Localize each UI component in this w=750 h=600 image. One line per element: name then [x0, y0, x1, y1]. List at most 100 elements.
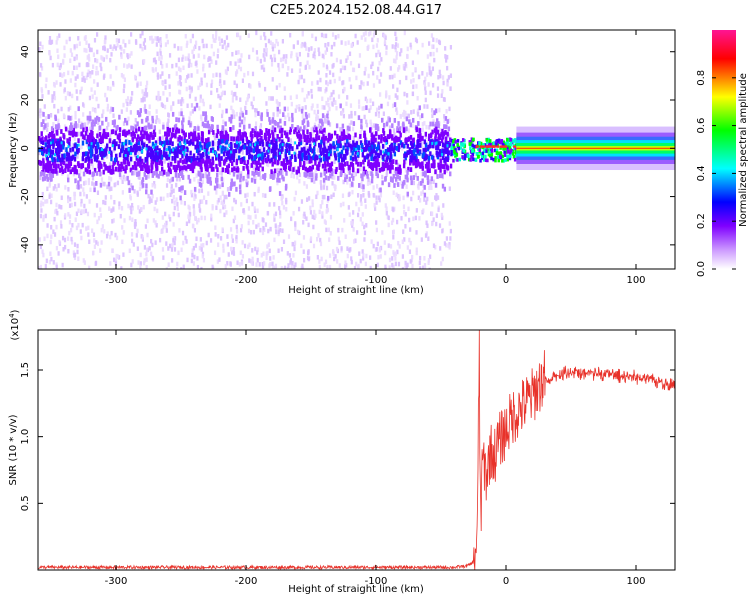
spectrogram-cell — [51, 173, 55, 178]
spectrogram-cell — [331, 102, 334, 107]
spectrogram-cell — [437, 74, 440, 80]
spectrogram-cell — [194, 44, 197, 49]
spectrogram-cell — [327, 145, 331, 151]
spectrogram-cell — [356, 230, 359, 235]
spectrogram-cell — [412, 180, 416, 186]
spectrogram-cell — [335, 140, 339, 146]
spectrogram-cell — [48, 51, 51, 56]
spectrogram-cell — [359, 130, 362, 136]
spectrogram-cell — [253, 208, 257, 214]
spectrogram-cell — [86, 55, 89, 60]
spectrogram-cell — [157, 117, 160, 123]
spectrogram-cell — [391, 164, 394, 170]
spectrogram-cell — [350, 256, 353, 261]
spectrogram-cell — [255, 262, 258, 267]
spectrogram-cell — [290, 216, 293, 222]
spectrogram-cell — [149, 147, 152, 153]
spectrogram-cell — [273, 213, 276, 219]
spectrogram-cell — [435, 141, 438, 145]
spectrogram-cell — [86, 62, 89, 67]
spectrogram-cell — [179, 168, 182, 173]
spectrogram-cell — [83, 260, 86, 265]
spectrogram-cell — [400, 216, 403, 221]
spectrogram-cell — [42, 119, 45, 125]
spectrogram-cell — [162, 196, 165, 202]
spectrogram-cell — [449, 86, 452, 91]
spectrogram-cell — [369, 127, 372, 132]
spectrogram-cell — [229, 227, 233, 232]
spectrogram-cell — [448, 221, 451, 226]
spectrogram-cell — [346, 125, 350, 131]
spectrogram-cell — [337, 175, 340, 181]
spectrogram-cell — [241, 156, 244, 162]
spectrogram-cell — [157, 148, 160, 154]
spectrogram-cell — [184, 56, 187, 61]
spectrogram-cell — [137, 158, 140, 164]
spectrogram-cell — [350, 173, 354, 179]
spectrogram-cell — [57, 125, 60, 130]
spectrogram-cell — [218, 184, 222, 189]
spectrogram-cell — [354, 154, 357, 160]
spectrogram-cell — [384, 159, 387, 165]
spectrogram-cell — [257, 156, 261, 162]
spectrogram-cell — [278, 170, 281, 176]
spectrogram-cell — [152, 129, 156, 135]
spectrogram-cell — [332, 72, 335, 78]
spectrogram-cell — [344, 177, 347, 183]
spectrogram-cell — [394, 170, 398, 176]
spectrogram-cell — [367, 44, 370, 50]
spectrogram-cell — [231, 167, 234, 173]
spectrogram-cell — [56, 152, 59, 157]
spectrogram-cell — [394, 59, 397, 64]
spectrogram-cell — [188, 85, 191, 91]
spectrogram-cell — [223, 204, 227, 210]
spectrogram-cell — [74, 115, 77, 120]
spectrogram-cell — [218, 41, 222, 46]
spectrogram-cell — [330, 194, 333, 200]
spectrogram-cell — [193, 177, 196, 182]
spectrogram-cell — [304, 64, 308, 70]
spectrogram-cell — [113, 145, 116, 151]
spectrogram-cell — [179, 158, 182, 163]
spectrogram-cell — [64, 213, 67, 218]
spectrogram-cell — [377, 157, 380, 162]
spectrogram-cell — [241, 144, 245, 150]
spectrogram-cell — [271, 77, 274, 82]
spectrogram-cell — [444, 139, 448, 145]
spectrogram-cell — [449, 171, 452, 177]
spectrogram-cell — [412, 175, 416, 180]
spectrogram-cell — [160, 102, 163, 107]
spectrogram-cell — [294, 108, 297, 113]
spectrogram-cell — [410, 257, 413, 263]
spectrogram-cell — [471, 143, 474, 148]
spectrogram-cell — [45, 163, 48, 168]
spectrogram-cell — [422, 148, 425, 153]
spectrogram-cell — [152, 145, 155, 149]
spectrogram-cell — [328, 132, 331, 138]
spectrogram-cell — [360, 143, 364, 148]
spectrogram-cell — [91, 107, 94, 112]
spectrogram-cell — [438, 40, 442, 46]
spectrogram-cell — [290, 68, 294, 73]
spectrogram-cell — [108, 165, 111, 171]
spectrogram-cell — [391, 146, 394, 152]
spectrogram-cell — [378, 197, 381, 203]
spectrogram-cell — [353, 239, 356, 244]
spectrogram-cell — [319, 151, 323, 157]
spectrogram-cell — [278, 101, 281, 107]
spectrogram-cell — [252, 219, 255, 225]
spectrogram-cell — [429, 121, 432, 127]
spectrogram-cell — [165, 140, 168, 146]
spectrogram-cell — [145, 183, 148, 189]
spectrogram-cell — [165, 34, 168, 39]
spectrogram-cell — [136, 190, 139, 196]
spectrogram-cell — [87, 232, 90, 237]
spectrogram-cell — [308, 138, 311, 143]
spectrogram-cell — [105, 116, 108, 122]
spectrogram-cell — [235, 160, 238, 166]
spectrogram-cell — [240, 202, 243, 207]
spectrogram-cell — [389, 151, 392, 157]
spectrogram-cell — [435, 47, 439, 53]
spectrogram-cell — [399, 113, 402, 119]
spectrogram-cell — [101, 120, 104, 126]
